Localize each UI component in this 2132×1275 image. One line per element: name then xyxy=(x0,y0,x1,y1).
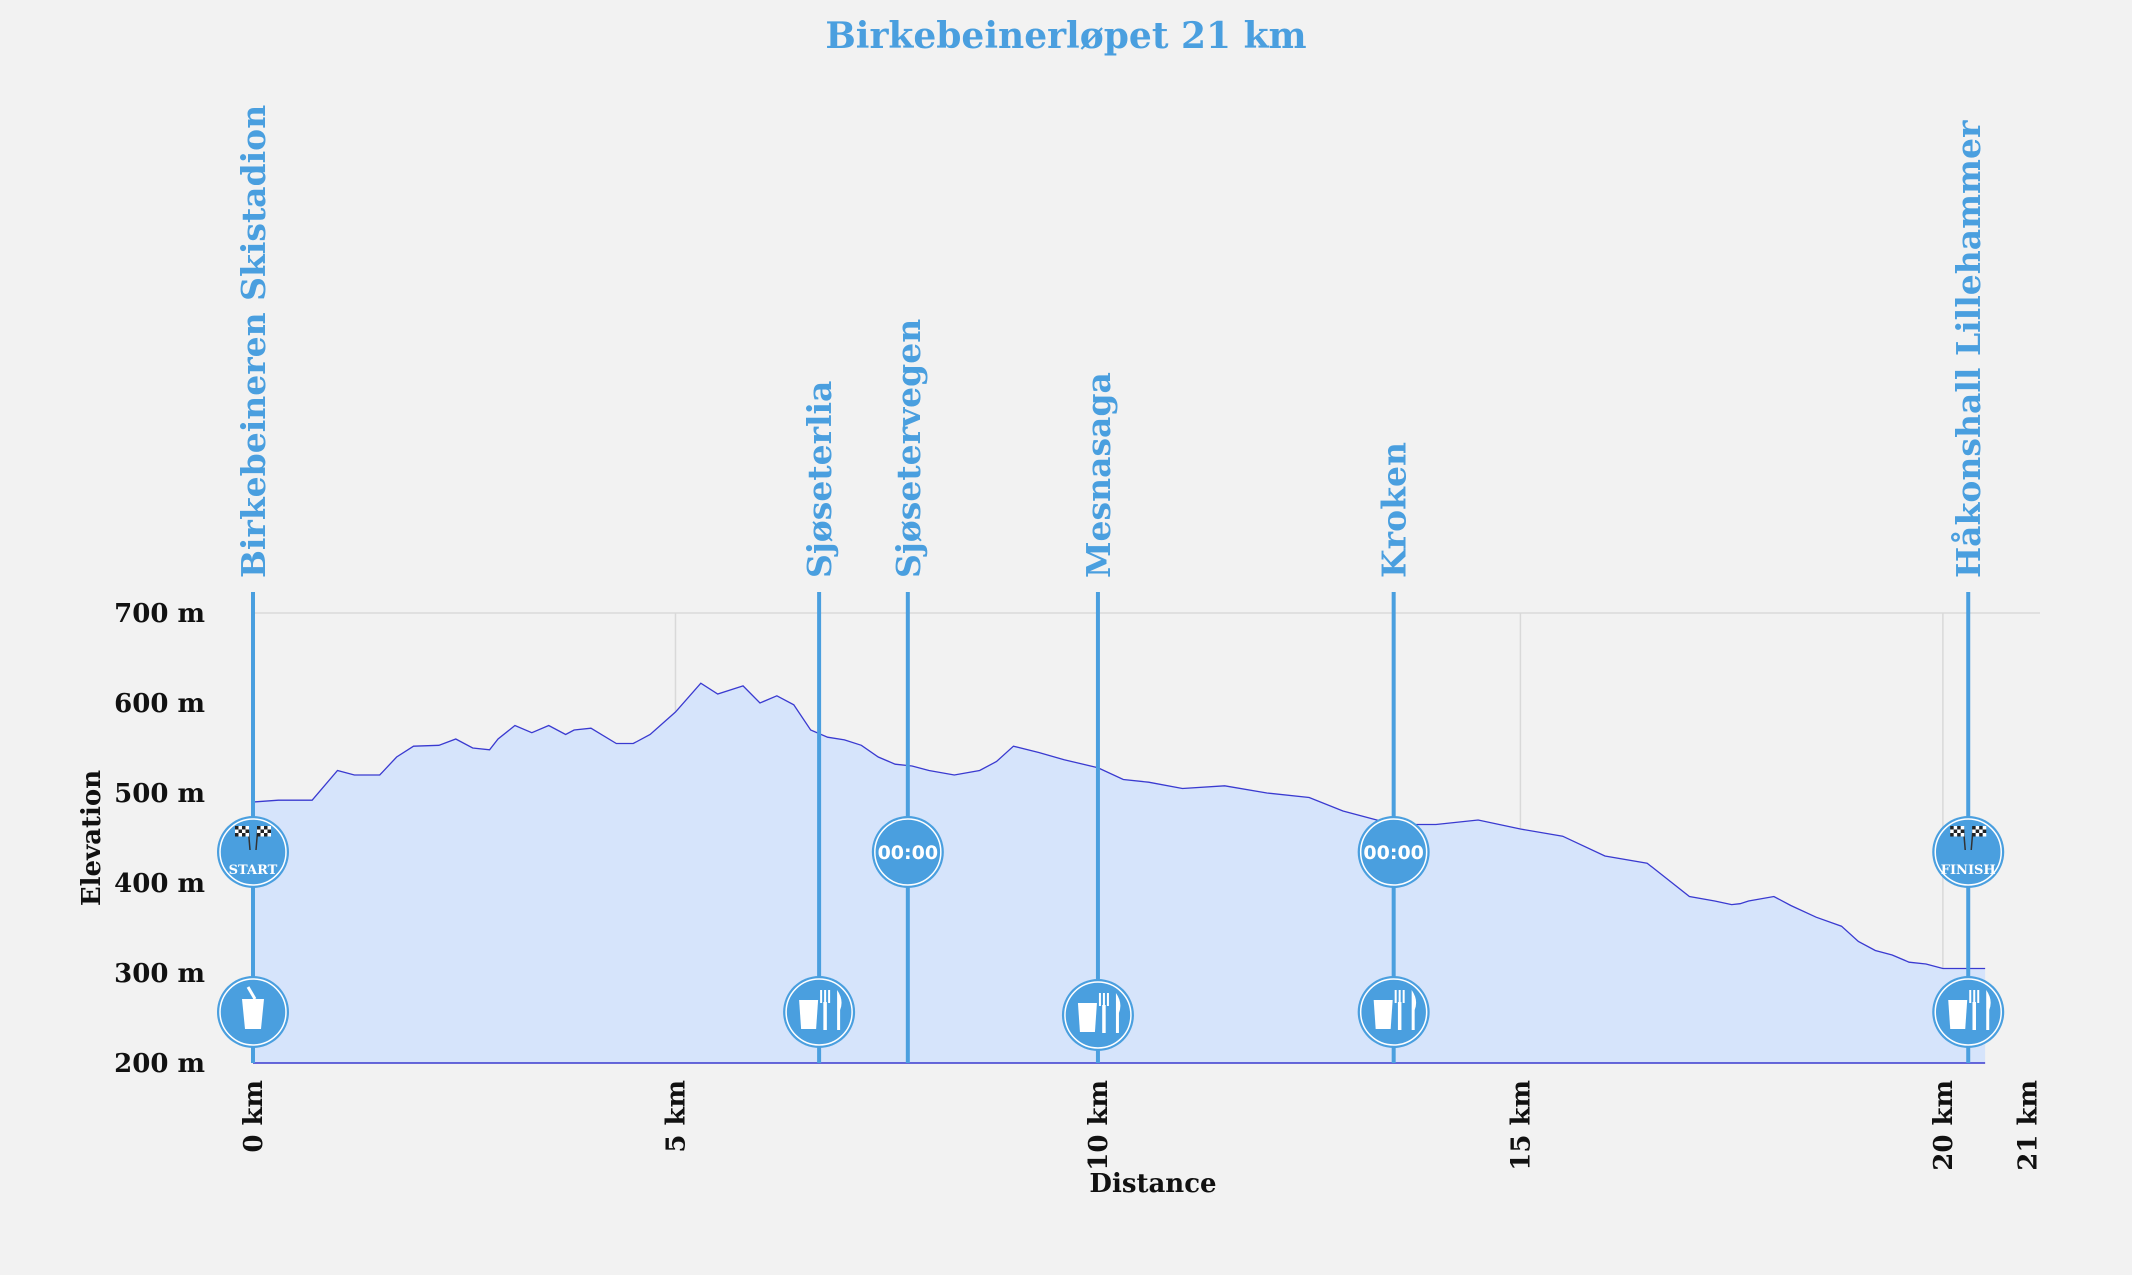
cup-shape xyxy=(1077,1003,1097,1032)
x-axis-ticks: 0 km 5 km 10 km 15 km 20 km 21 km xyxy=(239,1080,2043,1171)
y-axis-ticks: 200 m 300 m 400 m 500 m 600 m 700 m xyxy=(114,599,205,1079)
timer-text: 00:00 xyxy=(878,842,938,864)
badge-ring xyxy=(219,978,287,1046)
elevation-area xyxy=(252,682,1986,1064)
cup-shape xyxy=(1948,1000,1968,1029)
y-tick-label: 200 m xyxy=(114,1049,205,1079)
knife-shape xyxy=(1411,990,1417,1030)
x-tick-label: 0 km xyxy=(239,1080,269,1153)
checkpoint-label: Mesnasaga xyxy=(1079,372,1118,578)
checkpoint-0: Birkebeineren Skistadion START xyxy=(217,105,289,1063)
start-badge: START xyxy=(217,816,289,888)
start-badge-text: START xyxy=(229,863,278,878)
badge-ring xyxy=(1934,978,2002,1046)
y-tick-label: 600 m xyxy=(114,689,205,719)
badge-circle xyxy=(871,816,944,888)
timer-badge: 00:00 xyxy=(1357,816,1430,888)
cup-shape xyxy=(1373,1000,1393,1029)
chart-title: Birkebeinerløpet 21 km xyxy=(825,15,1306,57)
checkered-flag-icon xyxy=(1950,825,1966,851)
food-station-icon xyxy=(783,976,856,1048)
x-tick-label: 10 km xyxy=(1084,1080,1114,1171)
x-tick-label: 15 km xyxy=(1506,1080,1536,1171)
badge-circle xyxy=(1357,976,1430,1048)
timer-badge: 00:00 xyxy=(871,816,944,888)
badge-circle xyxy=(1932,976,2005,1048)
finish-badge-text: FINISH xyxy=(1941,863,1996,878)
food-station-icon xyxy=(1357,976,1430,1048)
checkpoint-3: Mesnasaga xyxy=(1061,372,1134,1063)
knife-shape xyxy=(1986,990,1991,1030)
badge-circle xyxy=(1357,816,1430,888)
cup-shape xyxy=(799,1000,819,1029)
y-tick-label: 400 m xyxy=(114,869,205,899)
checkpoint-label: Sjøsetervegen xyxy=(889,319,928,578)
checkpoint-label: Håkonshall Lillehammer xyxy=(1949,120,1988,578)
straw-shape xyxy=(246,986,257,1000)
knife-shape xyxy=(837,990,842,1030)
badge-ring xyxy=(219,818,287,886)
y-tick-label: 500 m xyxy=(114,779,205,809)
x-tick-label: 20 km xyxy=(1929,1080,1959,1171)
checkpoint-2: Sjøsetervegen 00:00 xyxy=(871,319,944,1063)
checkpoint-label: Birkebeineren Skistadion xyxy=(234,105,273,578)
food-station-icon xyxy=(1932,976,2005,1048)
timer-text: 00:00 xyxy=(1363,842,1423,864)
checkered-flag-icon xyxy=(1970,825,1987,851)
checkpoint-4: Kroken 00:00 xyxy=(1357,442,1430,1063)
x-tick-label: 21 km xyxy=(2013,1080,2043,1171)
checkpoint-5: Håkonshall Lillehammer FINISH xyxy=(1932,120,2005,1063)
checkpoint-label: Sjøseterlia xyxy=(800,381,839,578)
badge-ring xyxy=(1359,818,1428,886)
food-station-icon xyxy=(1061,979,1134,1051)
y-tick-label: 700 m xyxy=(114,599,205,629)
badge-circle xyxy=(783,976,856,1048)
checkpoint-label: Kroken xyxy=(1375,442,1414,578)
elevation-fill xyxy=(253,683,1986,1063)
y-tick-label: 300 m xyxy=(114,959,205,989)
checkered-flag-icon xyxy=(255,825,271,851)
y-axis-label: Elevation xyxy=(77,770,107,906)
badge-ring xyxy=(1359,978,1428,1046)
badge-ring xyxy=(1934,818,2002,886)
badge-ring xyxy=(874,818,942,886)
badge-circle xyxy=(1061,979,1134,1051)
finish-badge: FINISH xyxy=(1932,816,2005,888)
x-axis-label: Distance xyxy=(1089,1169,1216,1199)
checkpoints: Birkebeineren Skistadion START Sjøseterlia… xyxy=(217,105,2005,1063)
x-tick-label: 5 km xyxy=(661,1080,691,1153)
checkered-flag-icon xyxy=(235,825,251,851)
badge-ring xyxy=(1064,981,1132,1049)
cup-shape xyxy=(242,999,264,1029)
badge-ring xyxy=(785,978,853,1046)
drink-station-icon xyxy=(217,976,289,1048)
knife-shape xyxy=(1115,993,1121,1033)
checkpoint-1: Sjøseterlia xyxy=(783,381,856,1063)
elevation-line xyxy=(252,682,1986,970)
